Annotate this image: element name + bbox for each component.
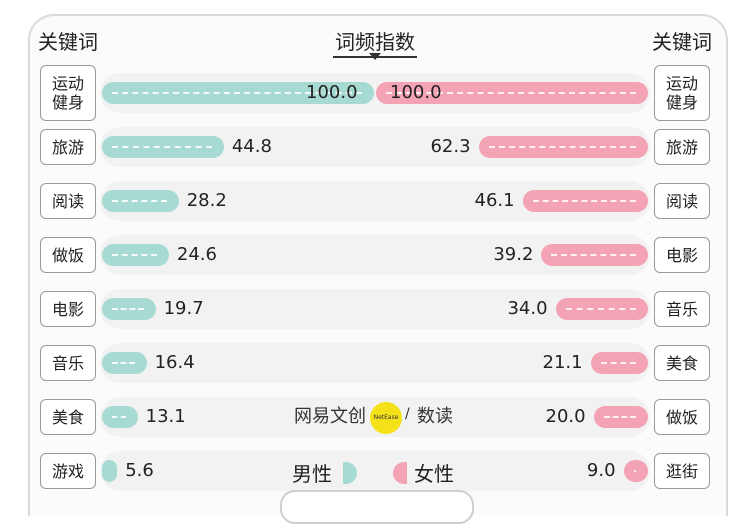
male-bar — [102, 190, 179, 212]
male-value-label: 16.4 — [154, 352, 195, 373]
female-keyword-label: 旅游 — [654, 129, 710, 165]
left-keyword-header: 关键词 — [38, 30, 98, 54]
male-bar — [102, 298, 156, 320]
female-value-label: 100.0 — [390, 82, 442, 103]
male-keyword-label: 电影 — [40, 291, 96, 327]
female-value-label: 39.2 — [493, 244, 534, 265]
bottom-tab[interactable] — [280, 490, 474, 524]
title-caret-icon — [369, 53, 381, 60]
male-value-label: 100.0 — [306, 82, 358, 103]
female-keyword-label: 逛街 — [654, 453, 710, 489]
female-bar — [555, 298, 648, 320]
male-keyword-label: 做饭 — [40, 237, 96, 273]
female-bar — [541, 244, 648, 266]
male-keyword-label: 运动 健身 — [40, 65, 96, 121]
female-bar — [478, 136, 648, 158]
female-value-label: 9.0 — [586, 460, 616, 481]
female-keyword-label: 做饭 — [654, 399, 710, 435]
legend-female-swatch — [393, 462, 407, 484]
male-keyword-label: 游戏 — [40, 453, 96, 489]
row-background — [100, 343, 650, 383]
female-value-label: 34.0 — [507, 298, 548, 319]
watermark-suffix: 数读 — [417, 406, 453, 427]
female-bar — [522, 190, 648, 212]
male-bar — [102, 406, 138, 428]
female-value-label: 46.1 — [474, 190, 515, 211]
female-value-label: 21.1 — [542, 352, 583, 373]
watermark-text: 网易文创 — [294, 406, 366, 427]
legend-female-label: 女性 — [414, 462, 454, 486]
male-value-label: 44.8 — [231, 136, 272, 157]
right-keyword-header: 关键词 — [652, 30, 712, 54]
chart-title: 词频指数 — [0, 26, 750, 58]
male-bar — [102, 352, 147, 374]
male-value-label: 5.6 — [125, 460, 154, 481]
male-keyword-label: 美食 — [40, 399, 96, 435]
male-keyword-label: 阅读 — [40, 183, 96, 219]
female-value-label: 62.3 — [430, 136, 471, 157]
chart-title-text: 词频指数 — [333, 30, 417, 58]
male-bar — [102, 136, 224, 158]
female-bar — [590, 352, 648, 374]
legend-male-swatch — [343, 462, 357, 484]
male-value-label: 24.6 — [176, 244, 217, 265]
legend-male-label: 男性 — [292, 462, 332, 486]
female-keyword-label: 美食 — [654, 345, 710, 381]
watermark-slash: / — [405, 406, 410, 422]
male-bar — [102, 460, 118, 482]
female-keyword-label: 运动 健身 — [654, 65, 710, 121]
male-bar — [102, 82, 374, 104]
row-background — [100, 451, 650, 491]
female-bar — [593, 406, 648, 428]
male-value-label: 28.2 — [186, 190, 227, 211]
male-keyword-label: 旅游 — [40, 129, 96, 165]
female-bar — [623, 460, 648, 482]
male-value-label: 13.1 — [145, 406, 186, 427]
female-value-label: 20.0 — [545, 406, 586, 427]
female-bar — [376, 82, 648, 104]
male-bar — [102, 244, 169, 266]
female-keyword-label: 音乐 — [654, 291, 710, 327]
male-keyword-label: 音乐 — [40, 345, 96, 381]
male-value-label: 19.7 — [163, 298, 204, 319]
netease-logo-icon: NetEase — [370, 402, 402, 434]
female-keyword-label: 电影 — [654, 237, 710, 273]
female-keyword-label: 阅读 — [654, 183, 710, 219]
